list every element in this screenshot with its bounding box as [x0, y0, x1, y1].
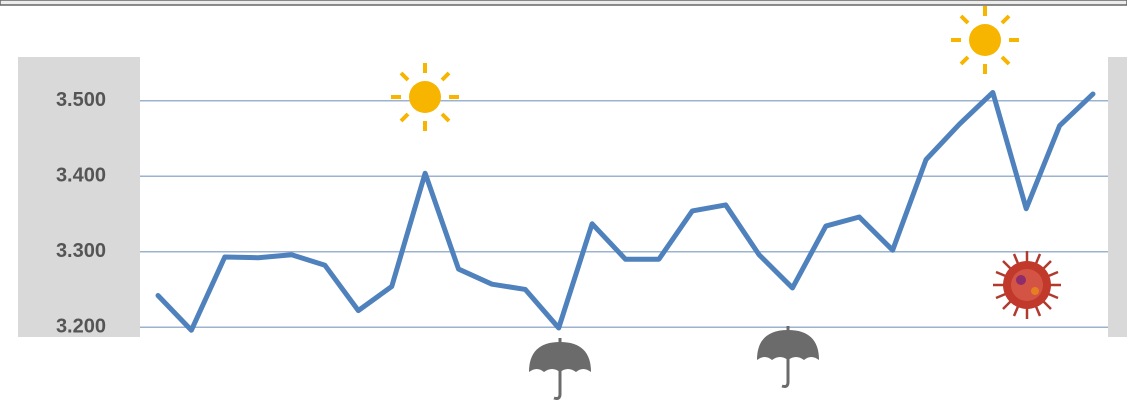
umbrella-icon	[757, 326, 819, 388]
y-tick-label: 3.200	[56, 315, 106, 337]
data-line	[155, 89, 1096, 333]
axis-panel	[18, 57, 140, 337]
sun-icon	[391, 63, 459, 131]
y-tick-label: 3.500	[56, 89, 106, 111]
side-panel	[1108, 57, 1127, 337]
umbrella-icon	[529, 338, 591, 400]
virus-icon	[993, 251, 1061, 319]
sun-icon	[951, 6, 1019, 74]
top-strip	[0, 0, 1127, 6]
y-tick-label: 3.300	[56, 240, 106, 262]
y-tick-label: 3.400	[56, 165, 106, 187]
